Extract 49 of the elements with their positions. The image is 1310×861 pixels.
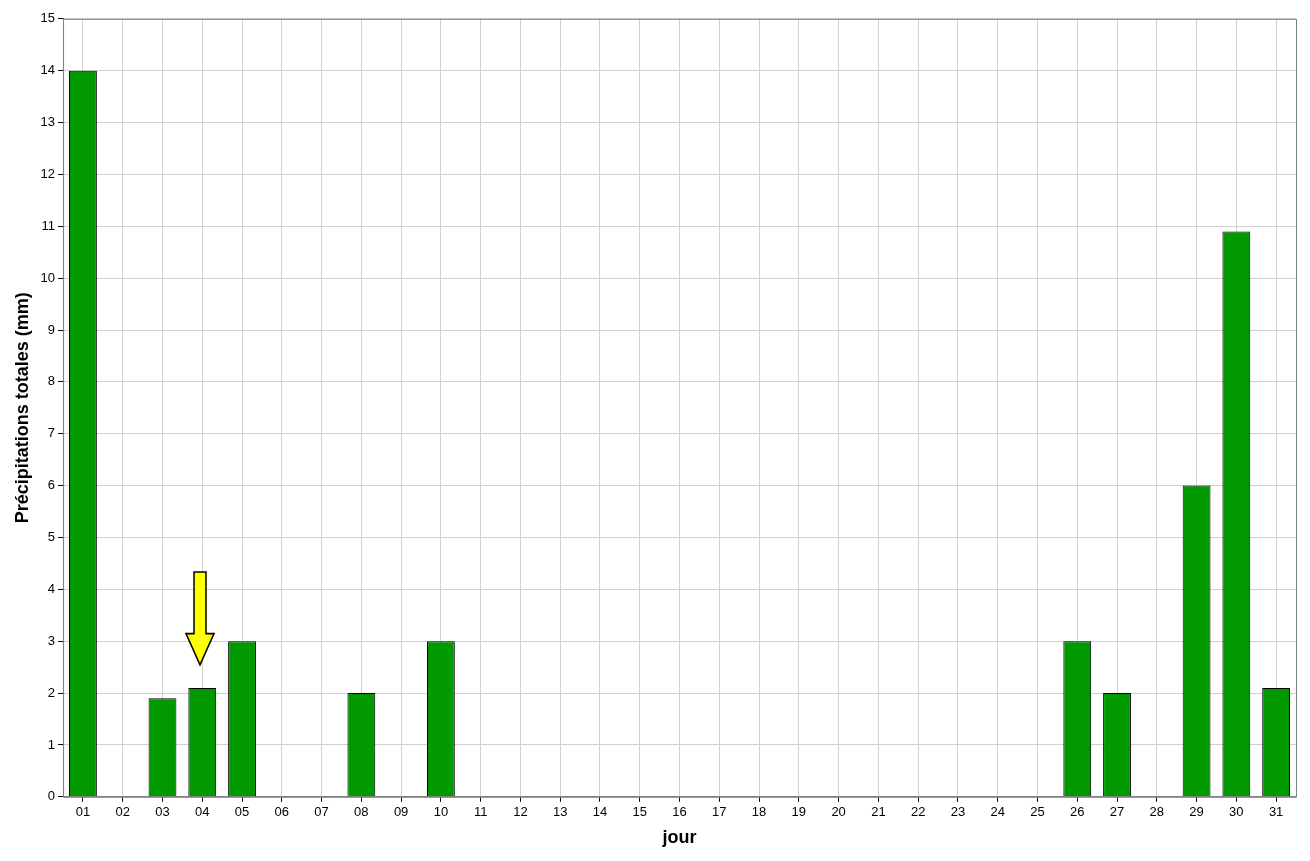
x-tick-label: 12: [513, 804, 528, 820]
x-tick-label: 25: [1030, 804, 1045, 820]
y-tick-label: 0: [47, 788, 56, 804]
x-tick-label: 19: [791, 804, 807, 820]
x-tick-label: 17: [712, 804, 727, 820]
y-tick-label: 12: [40, 165, 56, 181]
x-tick-label: 24: [990, 804, 1005, 820]
x-tick-label: 01: [75, 804, 91, 820]
x-tick-label: 11: [473, 804, 488, 820]
y-tick-label: 14: [40, 62, 56, 78]
x-tick-label: 28: [1149, 804, 1165, 820]
x-tick-label: 05: [234, 804, 250, 820]
y-tick-label: 1: [47, 736, 56, 752]
y-tick-label: 10: [40, 269, 56, 285]
y-tick-label: 4: [47, 580, 56, 596]
x-tick-label: 15: [632, 804, 647, 820]
y-tick-label: 5: [47, 529, 56, 545]
y-tick-label: 9: [47, 321, 56, 337]
x-tick-label: 16: [672, 804, 687, 820]
x-tick-label: 14: [592, 804, 608, 820]
x-tick-label: 22: [910, 804, 926, 820]
y-tick-label: 3: [47, 632, 56, 648]
y-axis-title: Précipitations totales (mm): [11, 292, 32, 524]
y-tick-label: 11: [41, 217, 56, 233]
x-tick-label: 26: [1070, 804, 1085, 820]
y-tick-label: 13: [40, 114, 56, 130]
y-tick-label: 6: [47, 477, 56, 493]
x-tick-label: 06: [274, 804, 290, 820]
x-tick-label: 20: [831, 804, 846, 820]
x-tick-label: 18: [751, 804, 767, 820]
x-tick-label: 23: [950, 804, 966, 820]
x-tick-label: 09: [393, 804, 409, 820]
y-tick-label: 15: [40, 10, 56, 26]
x-tick-label: 30: [1229, 804, 1244, 820]
x-tick-label: 31: [1268, 804, 1284, 820]
x-tick-label: 10: [433, 804, 449, 820]
x-tick-label: 13: [552, 804, 568, 820]
x-tick-label: 08: [354, 804, 369, 820]
y-tick-label: 7: [47, 425, 56, 441]
x-tick-label: 07: [314, 804, 329, 820]
y-tick-label: 8: [47, 373, 56, 389]
x-tick-label: 02: [115, 804, 130, 820]
x-axis-title: jour: [661, 827, 697, 848]
x-tick-label: 03: [155, 804, 170, 820]
y-tick-label: 2: [47, 684, 56, 700]
x-tick-label: 27: [1109, 804, 1125, 820]
x-tick-label: 21: [871, 804, 886, 820]
x-tick-label: 04: [195, 804, 210, 820]
x-tick-label: 29: [1189, 804, 1204, 820]
